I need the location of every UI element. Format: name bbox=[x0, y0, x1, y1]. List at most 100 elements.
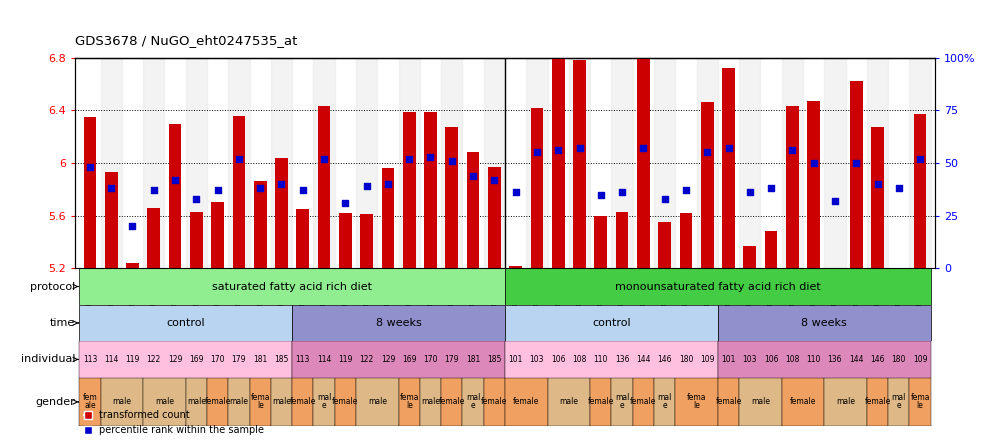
Bar bbox=[356, 58, 377, 268]
Bar bbox=[697, 58, 718, 268]
Point bbox=[508, 189, 524, 196]
Bar bbox=[654, 378, 675, 426]
Bar bbox=[675, 378, 718, 426]
Point bbox=[827, 198, 843, 205]
Text: male: male bbox=[421, 397, 440, 406]
Bar bbox=[467, 152, 479, 268]
Bar bbox=[867, 58, 888, 268]
Text: male: male bbox=[155, 397, 174, 406]
Bar bbox=[867, 378, 888, 426]
Bar bbox=[292, 305, 505, 341]
Text: 108: 108 bbox=[785, 355, 800, 364]
Bar bbox=[79, 305, 292, 341]
Bar bbox=[143, 58, 164, 268]
Text: 185: 185 bbox=[274, 355, 289, 364]
Text: saturated fatty acid rich diet: saturated fatty acid rich diet bbox=[212, 281, 372, 292]
Text: monounsaturated fatty acid rich diet: monounsaturated fatty acid rich diet bbox=[615, 281, 821, 292]
Bar bbox=[271, 58, 292, 268]
Text: female: female bbox=[864, 397, 891, 406]
Point bbox=[188, 195, 204, 202]
Point bbox=[572, 145, 588, 152]
Bar bbox=[424, 112, 437, 268]
Point bbox=[721, 145, 737, 152]
Text: 144: 144 bbox=[849, 355, 863, 364]
Text: 136: 136 bbox=[615, 355, 629, 364]
Bar bbox=[147, 208, 160, 268]
Text: 106: 106 bbox=[764, 355, 778, 364]
Bar bbox=[484, 378, 505, 426]
Point bbox=[593, 191, 609, 198]
Text: 109: 109 bbox=[700, 355, 714, 364]
Bar bbox=[569, 58, 590, 268]
Text: female: female bbox=[204, 397, 231, 406]
Point bbox=[657, 195, 673, 202]
Text: 103: 103 bbox=[530, 355, 544, 364]
Text: 146: 146 bbox=[870, 355, 885, 364]
Text: 113: 113 bbox=[296, 355, 310, 364]
Bar bbox=[228, 378, 250, 426]
Text: mal
e: mal e bbox=[615, 393, 629, 410]
Text: 110: 110 bbox=[806, 355, 821, 364]
Text: fema
le: fema le bbox=[399, 393, 419, 410]
Text: female: female bbox=[790, 397, 816, 406]
Text: 103: 103 bbox=[743, 355, 757, 364]
Bar bbox=[169, 123, 181, 268]
Bar bbox=[211, 202, 224, 268]
Text: female: female bbox=[439, 397, 465, 406]
Text: 119: 119 bbox=[338, 355, 353, 364]
Bar bbox=[399, 378, 420, 426]
Bar bbox=[739, 378, 782, 426]
Bar bbox=[718, 378, 739, 426]
Bar bbox=[611, 378, 633, 426]
Point bbox=[422, 153, 438, 160]
Bar bbox=[484, 58, 505, 268]
Text: female: female bbox=[332, 397, 359, 406]
Bar bbox=[505, 268, 931, 305]
Text: mal
e: mal e bbox=[466, 393, 480, 410]
Bar bbox=[79, 268, 505, 305]
Text: 169: 169 bbox=[402, 355, 416, 364]
Point bbox=[401, 155, 417, 163]
Bar bbox=[382, 168, 394, 268]
Text: 122: 122 bbox=[360, 355, 374, 364]
Point bbox=[635, 145, 651, 152]
Text: 170: 170 bbox=[423, 355, 438, 364]
Bar bbox=[658, 222, 671, 268]
Point bbox=[146, 187, 162, 194]
Text: 129: 129 bbox=[381, 355, 395, 364]
Bar bbox=[441, 378, 462, 426]
Text: 119: 119 bbox=[125, 355, 140, 364]
Point bbox=[337, 199, 353, 206]
Bar bbox=[254, 182, 267, 268]
Text: 8 weeks: 8 weeks bbox=[801, 318, 847, 328]
Bar bbox=[633, 378, 654, 426]
Point bbox=[124, 222, 140, 230]
Bar bbox=[573, 60, 586, 268]
Text: 122: 122 bbox=[147, 355, 161, 364]
Bar bbox=[462, 378, 484, 426]
Text: 181: 181 bbox=[253, 355, 267, 364]
Text: 114: 114 bbox=[104, 355, 118, 364]
Bar bbox=[488, 167, 501, 268]
Bar bbox=[739, 58, 760, 268]
Point bbox=[529, 149, 545, 156]
Bar bbox=[782, 58, 803, 268]
Bar bbox=[335, 378, 356, 426]
Point bbox=[210, 187, 226, 194]
Text: female: female bbox=[588, 397, 614, 406]
Bar bbox=[250, 378, 271, 426]
Bar bbox=[718, 341, 931, 378]
Text: male: male bbox=[836, 397, 855, 406]
Text: 180: 180 bbox=[679, 355, 693, 364]
Text: male: male bbox=[272, 397, 291, 406]
Text: 169: 169 bbox=[189, 355, 204, 364]
Bar bbox=[292, 378, 313, 426]
Text: male: male bbox=[229, 397, 248, 406]
Text: male: male bbox=[368, 397, 387, 406]
Point bbox=[891, 185, 907, 192]
Text: 8 weeks: 8 weeks bbox=[376, 318, 421, 328]
Bar bbox=[505, 341, 718, 378]
Point bbox=[486, 176, 502, 183]
Point bbox=[614, 189, 630, 196]
Text: mal
e: mal e bbox=[657, 393, 672, 410]
